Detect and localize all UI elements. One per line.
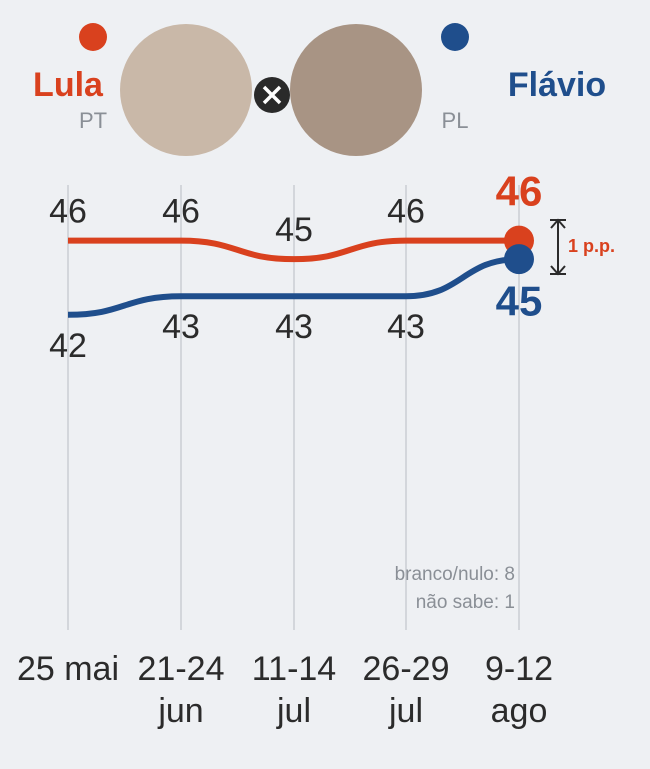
photo-flavio bbox=[290, 24, 422, 156]
data-label: 46 bbox=[496, 168, 543, 215]
legend-dot bbox=[79, 23, 107, 51]
data-label: 42 bbox=[49, 327, 87, 365]
data-label: 43 bbox=[387, 308, 425, 346]
x-tick-label: 21-24 jun bbox=[137, 650, 225, 730]
annotation: 1 p.p. bbox=[568, 236, 615, 256]
x-tick-label: 25 mai bbox=[16, 650, 120, 688]
note: branco/nulo: 8 bbox=[395, 564, 515, 585]
legend-party: PL bbox=[442, 108, 469, 133]
x-tick-label: 11-14 jul bbox=[251, 650, 337, 730]
data-label: 43 bbox=[162, 308, 200, 346]
legend-name: Lula bbox=[33, 66, 104, 104]
versus-x bbox=[262, 85, 282, 105]
series-line bbox=[68, 237, 519, 263]
gap-bracket bbox=[550, 218, 566, 276]
x-tick-label: 9-12 ago bbox=[484, 650, 554, 730]
series-line bbox=[67, 256, 520, 318]
photo-lula bbox=[120, 24, 252, 156]
legend-name: Flávio bbox=[508, 66, 606, 104]
legend-party: PT bbox=[79, 108, 107, 133]
legend-dot bbox=[441, 23, 469, 51]
data-label: 46 bbox=[162, 193, 200, 231]
data-label: 45 bbox=[496, 277, 543, 324]
x-tick-label: 26-29 jul bbox=[362, 650, 450, 730]
data-label: 46 bbox=[49, 193, 87, 231]
data-label: 46 bbox=[387, 193, 425, 231]
data-label: 43 bbox=[275, 308, 313, 346]
end-point bbox=[504, 244, 534, 275]
data-label: 45 bbox=[275, 211, 313, 249]
note: não sabe: 1 bbox=[416, 592, 515, 613]
